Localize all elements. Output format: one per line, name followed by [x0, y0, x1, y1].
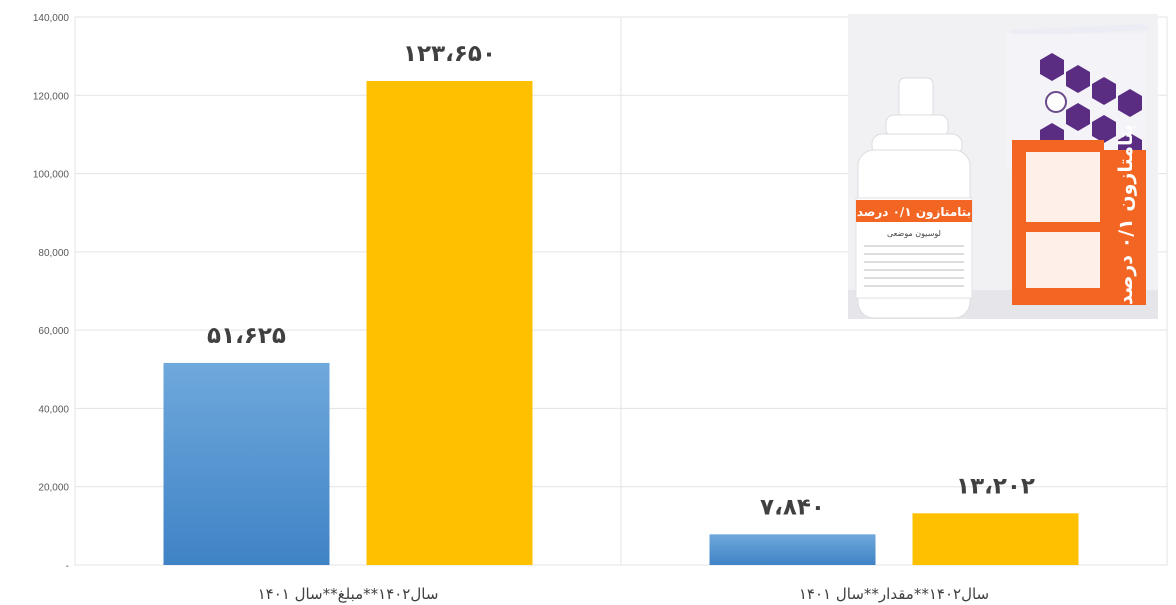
y-axis-tick-labels: - 20,000 40,000 60,000 80,000 100,000 120,000 1…	[33, 13, 70, 572]
x-axis-category-labels: سال۱۴۰۲**مبلغ**سال ۱۴۰۱ سال۱۴۰۲**مقدار**س…	[258, 585, 990, 603]
bar-1-1	[912, 513, 1079, 565]
y-tick-label: -	[66, 561, 69, 572]
category-label: سال۱۴۰۲**مقدار**سال ۱۴۰۱	[799, 585, 989, 603]
data-label: ۱۲۳،۶۵۰	[403, 41, 496, 67]
category-label: سال۱۴۰۲**مبلغ**سال ۱۴۰۱	[258, 585, 439, 603]
box-label-text: بتامتازون ۰/۱ درصد	[1115, 124, 1137, 305]
bars	[163, 80, 1079, 566]
medicine-box: بتامتازون ۰/۱ درصد	[1006, 24, 1150, 305]
bottle-label-text: بتامتازون ۰/۱ درصد	[857, 205, 971, 220]
y-tick-label: 60,000	[38, 326, 69, 337]
bar-0-0	[163, 362, 330, 565]
y-tick-label: 100,000	[33, 170, 70, 181]
y-tick-label: 120,000	[33, 91, 70, 102]
medicine-bottle: بتامتازون ۰/۱ درصد لوسیون موضعی	[855, 77, 973, 319]
y-tick-label: 140,000	[33, 13, 70, 24]
y-tick-label: 20,000	[38, 483, 69, 494]
product-photo: بتامتازون ۰/۱ درصد بتامتازون ۰/۱ درصد لو…	[848, 14, 1158, 319]
bar-1-0	[709, 534, 876, 565]
bar-0-1	[366, 80, 533, 566]
data-label: ۷،۸۴۰	[760, 494, 825, 520]
data-label: ۱۳،۲۰۲	[956, 473, 1035, 499]
bottle-subtext: لوسیون موضعی	[887, 229, 941, 238]
y-tick-label: 40,000	[38, 404, 69, 415]
y-tick-label: 80,000	[38, 248, 69, 259]
data-labels: ۵۱،۶۲۵ ۱۲۳،۶۵۰ ۷،۸۴۰ ۱۳،۲۰۲	[207, 41, 1035, 520]
data-label: ۵۱،۶۲۵	[207, 323, 286, 349]
